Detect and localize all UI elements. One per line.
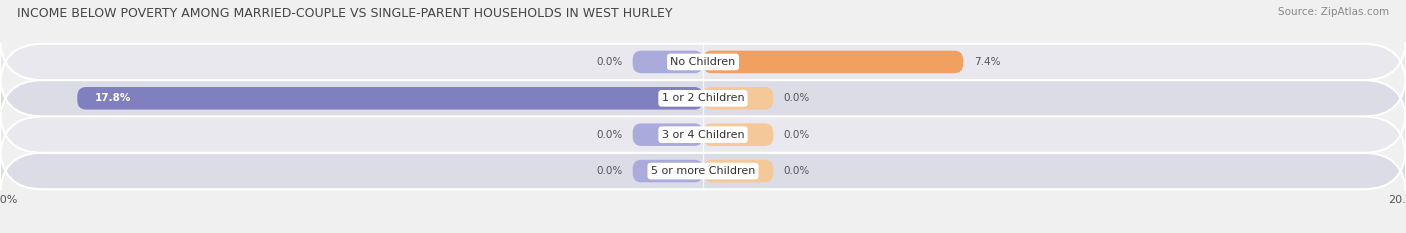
FancyBboxPatch shape bbox=[633, 51, 703, 73]
Text: 0.0%: 0.0% bbox=[785, 130, 810, 140]
Text: 0.0%: 0.0% bbox=[785, 166, 810, 176]
Text: 0.0%: 0.0% bbox=[785, 93, 810, 103]
FancyBboxPatch shape bbox=[633, 123, 703, 146]
Text: 5 or more Children: 5 or more Children bbox=[651, 166, 755, 176]
FancyBboxPatch shape bbox=[703, 123, 773, 146]
Text: No Children: No Children bbox=[671, 57, 735, 67]
Text: INCOME BELOW POVERTY AMONG MARRIED-COUPLE VS SINGLE-PARENT HOUSEHOLDS IN WEST HU: INCOME BELOW POVERTY AMONG MARRIED-COUPL… bbox=[17, 7, 672, 20]
FancyBboxPatch shape bbox=[703, 160, 773, 182]
FancyBboxPatch shape bbox=[0, 146, 1406, 196]
Text: 0.0%: 0.0% bbox=[596, 166, 621, 176]
Text: 17.8%: 17.8% bbox=[94, 93, 131, 103]
Text: 7.4%: 7.4% bbox=[973, 57, 1000, 67]
FancyBboxPatch shape bbox=[633, 160, 703, 182]
FancyBboxPatch shape bbox=[77, 87, 703, 110]
FancyBboxPatch shape bbox=[0, 109, 1406, 160]
Text: 3 or 4 Children: 3 or 4 Children bbox=[662, 130, 744, 140]
Text: Source: ZipAtlas.com: Source: ZipAtlas.com bbox=[1278, 7, 1389, 17]
FancyBboxPatch shape bbox=[703, 87, 773, 110]
FancyBboxPatch shape bbox=[703, 51, 963, 73]
FancyBboxPatch shape bbox=[0, 73, 1406, 124]
FancyBboxPatch shape bbox=[0, 37, 1406, 87]
Text: 1 or 2 Children: 1 or 2 Children bbox=[662, 93, 744, 103]
Text: 0.0%: 0.0% bbox=[596, 130, 621, 140]
Text: 0.0%: 0.0% bbox=[596, 57, 621, 67]
